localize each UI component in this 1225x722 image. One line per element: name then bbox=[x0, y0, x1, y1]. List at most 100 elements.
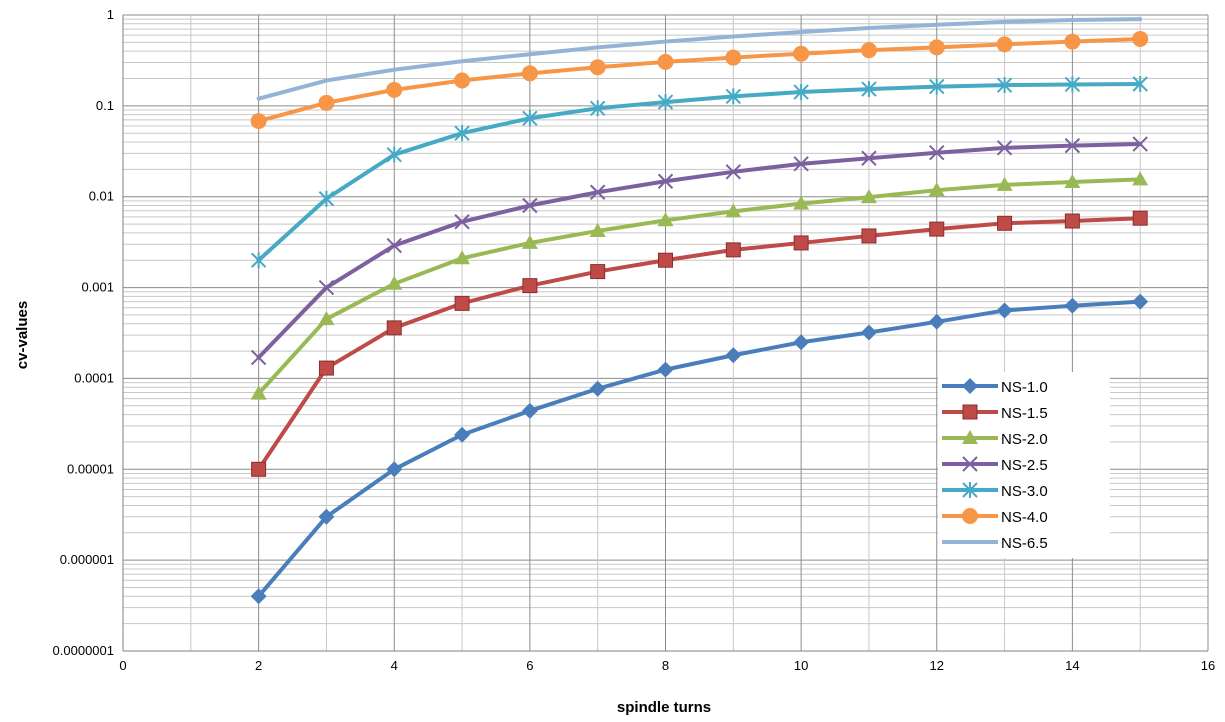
data-point bbox=[589, 380, 606, 397]
data-point bbox=[1132, 30, 1149, 47]
x-axis-title: spindle turns bbox=[617, 699, 711, 716]
data-point bbox=[1064, 213, 1080, 229]
legend-label: NS-1.5 bbox=[1001, 405, 1048, 422]
data-point bbox=[318, 311, 335, 326]
legend-marker bbox=[962, 378, 978, 394]
series-ns-2-0 bbox=[250, 171, 1149, 400]
data-point bbox=[861, 228, 877, 244]
data-point bbox=[454, 250, 471, 265]
data-point bbox=[725, 347, 742, 364]
data-point bbox=[318, 94, 335, 111]
data-point bbox=[860, 189, 877, 204]
legend-marker bbox=[962, 404, 978, 420]
data-point bbox=[861, 150, 877, 166]
data-point bbox=[386, 320, 402, 336]
data-point bbox=[521, 402, 538, 419]
data-point bbox=[1132, 171, 1149, 186]
data-point bbox=[1132, 210, 1148, 226]
data-point bbox=[860, 42, 877, 59]
data-point bbox=[657, 173, 674, 189]
data-point bbox=[996, 176, 1013, 191]
legend-marker bbox=[962, 456, 978, 472]
legend-item-ns-1-5: NS-1.5 bbox=[942, 404, 1048, 422]
data-point bbox=[1064, 297, 1081, 314]
series-line bbox=[256, 299, 1143, 599]
x-tick-label: 10 bbox=[794, 658, 808, 673]
series-ns-6-5 bbox=[256, 17, 1143, 101]
data-point bbox=[250, 349, 267, 366]
data-point bbox=[1064, 174, 1081, 189]
data-point bbox=[589, 100, 606, 117]
series-layer bbox=[250, 17, 1149, 605]
y-tick-label: 0.0001 bbox=[74, 370, 114, 385]
data-point bbox=[522, 110, 538, 127]
data-point bbox=[454, 125, 470, 142]
data-point bbox=[793, 156, 809, 172]
data-point bbox=[725, 164, 742, 180]
data-point bbox=[454, 295, 470, 311]
data-point bbox=[454, 214, 470, 230]
legend-item-ns-2-5: NS-2.5 bbox=[942, 456, 1048, 474]
data-point bbox=[725, 242, 741, 258]
data-point bbox=[860, 324, 877, 341]
data-point bbox=[793, 45, 810, 62]
data-point bbox=[1132, 76, 1148, 93]
data-point bbox=[929, 145, 945, 161]
data-point bbox=[589, 184, 606, 200]
data-point bbox=[1132, 136, 1148, 152]
x-tick-label: 2 bbox=[255, 658, 262, 673]
legend-item-ns-1-0: NS-1.0 bbox=[942, 378, 1048, 396]
data-point bbox=[996, 140, 1013, 156]
data-point bbox=[589, 222, 606, 237]
legend-label: NS-3.0 bbox=[1001, 483, 1048, 500]
data-point bbox=[454, 426, 471, 443]
series-line bbox=[256, 177, 1143, 396]
y-tick-label: 0.001 bbox=[81, 280, 114, 295]
data-point bbox=[929, 221, 945, 237]
data-point bbox=[928, 313, 945, 330]
x-tick-label: 8 bbox=[662, 658, 669, 673]
data-point bbox=[454, 72, 471, 89]
data-point bbox=[1064, 76, 1081, 93]
data-point bbox=[928, 39, 945, 56]
data-point bbox=[657, 94, 674, 111]
data-point bbox=[250, 113, 267, 130]
legend-label: NS-1.0 bbox=[1001, 379, 1048, 396]
data-point bbox=[318, 279, 335, 296]
data-point bbox=[522, 278, 538, 294]
data-point bbox=[318, 190, 335, 207]
legend-item-ns-6-5: NS-6.5 bbox=[942, 535, 1048, 552]
data-point bbox=[996, 302, 1013, 319]
series-ns-1-0 bbox=[250, 293, 1149, 605]
data-point bbox=[996, 36, 1013, 53]
series-line bbox=[256, 142, 1143, 360]
data-point bbox=[250, 385, 267, 400]
x-tick-label: 6 bbox=[526, 658, 533, 673]
y-tick-label: 0.1 bbox=[96, 98, 114, 113]
data-point bbox=[793, 195, 810, 210]
data-point bbox=[793, 84, 809, 101]
data-point bbox=[250, 252, 267, 269]
data-point bbox=[251, 461, 267, 477]
x-tick-label: 0 bbox=[119, 658, 126, 673]
series-line bbox=[256, 82, 1143, 263]
series-line bbox=[256, 17, 1143, 101]
data-point bbox=[928, 182, 945, 197]
data-point bbox=[386, 146, 402, 163]
data-point bbox=[521, 65, 538, 82]
data-point bbox=[250, 588, 267, 605]
y-tick-label: 0.000001 bbox=[60, 552, 114, 567]
x-tick-label: 16 bbox=[1201, 658, 1215, 673]
legend-label: NS-4.0 bbox=[1001, 509, 1048, 526]
data-point bbox=[657, 212, 674, 227]
axes: 0 2 4 6 8 10 12 14 16 1 0.1 0.01 0.001 0.0001 0.00001 0… bbox=[53, 7, 1216, 673]
y-tick-label: 0.01 bbox=[89, 189, 114, 204]
series-ns-2-5 bbox=[250, 136, 1148, 366]
x-tick-label: 4 bbox=[391, 658, 398, 673]
legend-item-ns-3-0: NS-3.0 bbox=[942, 482, 1048, 500]
data-point bbox=[793, 235, 809, 251]
legend-marker bbox=[962, 430, 978, 444]
data-point bbox=[1132, 293, 1149, 310]
x-tick-label: 14 bbox=[1065, 658, 1079, 673]
